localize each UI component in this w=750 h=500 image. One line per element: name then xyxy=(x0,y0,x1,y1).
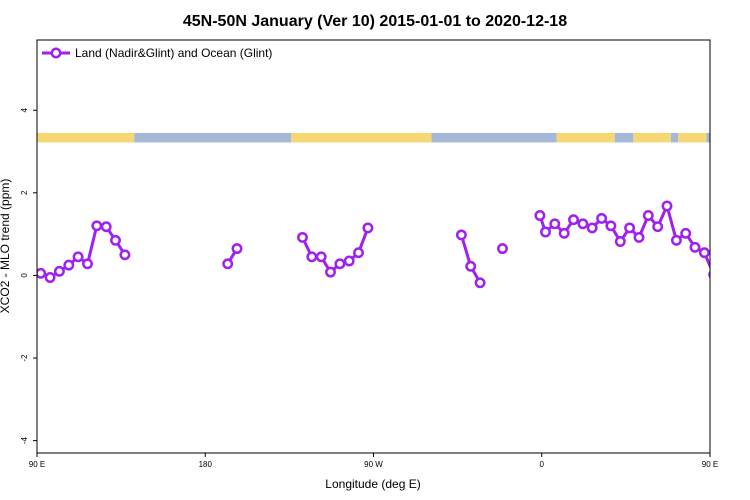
plot-frame xyxy=(36,39,711,454)
x-tick-label: 180 xyxy=(199,460,213,469)
data-point xyxy=(568,214,579,226)
x-tick-label: 90 E xyxy=(29,460,45,469)
data-point xyxy=(577,218,589,230)
data-point xyxy=(91,220,103,232)
data-point xyxy=(82,258,93,270)
x-axis-label: Longitude (deg E) xyxy=(325,477,420,491)
y-tick-label: -2 xyxy=(20,354,29,362)
data-point xyxy=(455,229,467,241)
data-point xyxy=(549,218,561,230)
data-point xyxy=(652,221,664,233)
data-point xyxy=(362,222,374,234)
data-point xyxy=(534,210,546,221)
y-tick-label: 0 xyxy=(20,273,29,278)
legend-entry-label: Land (Nadir&Glint) and Ocean (Glint) xyxy=(75,46,272,60)
data-point xyxy=(231,243,243,255)
data-point xyxy=(605,220,617,232)
ocean-segment xyxy=(614,132,634,143)
y-axis: -4 -2 0 2 4 xyxy=(20,107,37,444)
land-segment xyxy=(633,132,671,143)
data-point xyxy=(497,243,508,255)
data-point xyxy=(689,241,701,253)
land-segment xyxy=(678,132,707,143)
ocean-segment xyxy=(706,132,710,143)
data-point xyxy=(53,265,65,277)
data-point xyxy=(37,267,47,279)
land-segment xyxy=(556,132,615,143)
land-segment xyxy=(291,132,432,143)
legend: Land (Nadir&Glint) and Ocean (Glint) xyxy=(42,46,272,60)
data-point xyxy=(334,258,346,270)
land-segment xyxy=(37,132,135,143)
x-tick-label: 0 xyxy=(540,460,545,469)
data-point xyxy=(698,247,710,259)
data-point xyxy=(119,249,131,261)
ocean-segment xyxy=(670,132,679,143)
data-point xyxy=(297,231,308,243)
y-axis-label: XCO2 - MLO trend (ppm) xyxy=(0,179,12,314)
data-point xyxy=(708,270,710,279)
data-point xyxy=(306,251,318,263)
data-point xyxy=(465,260,477,272)
surface-strip xyxy=(37,132,710,143)
data-point xyxy=(100,221,112,233)
series-line xyxy=(40,224,127,279)
data-point xyxy=(63,259,75,271)
data-point xyxy=(222,258,234,270)
data-point xyxy=(728,267,736,275)
data-point xyxy=(614,236,626,247)
data-point xyxy=(325,266,336,278)
data-point xyxy=(680,227,692,239)
data-point xyxy=(343,255,355,267)
legend-marker xyxy=(50,47,62,59)
data-point xyxy=(596,212,608,224)
data-point xyxy=(110,234,121,246)
data-point xyxy=(670,234,682,246)
data-point xyxy=(44,272,56,283)
x-tick-label: 90 E xyxy=(702,460,718,469)
data-point xyxy=(642,210,654,221)
series-group xyxy=(37,200,746,289)
ocean-segment xyxy=(134,132,292,143)
data-point xyxy=(558,227,570,239)
x-tick-label: 90 W xyxy=(364,460,383,469)
data-point xyxy=(586,222,598,234)
data-point xyxy=(624,222,636,234)
y-tick-label: -4 xyxy=(20,437,29,445)
y-tick-label: 2 xyxy=(20,190,29,195)
y-tick-label: 4 xyxy=(20,107,29,112)
data-point xyxy=(738,261,746,269)
data-point xyxy=(72,251,84,263)
ocean-segment xyxy=(431,132,557,143)
series-line xyxy=(459,234,482,284)
data-point xyxy=(661,200,673,212)
data-point xyxy=(633,231,645,243)
data-point xyxy=(353,247,364,259)
chart-title: 45N-50N January (Ver 10) 2015-01-01 to 2… xyxy=(183,13,567,30)
data-point xyxy=(540,226,551,238)
data-point xyxy=(719,273,727,281)
x-axis: 90 E 180 90 W 0 90 E xyxy=(29,453,718,469)
data-point xyxy=(474,277,486,289)
data-point xyxy=(315,251,327,263)
